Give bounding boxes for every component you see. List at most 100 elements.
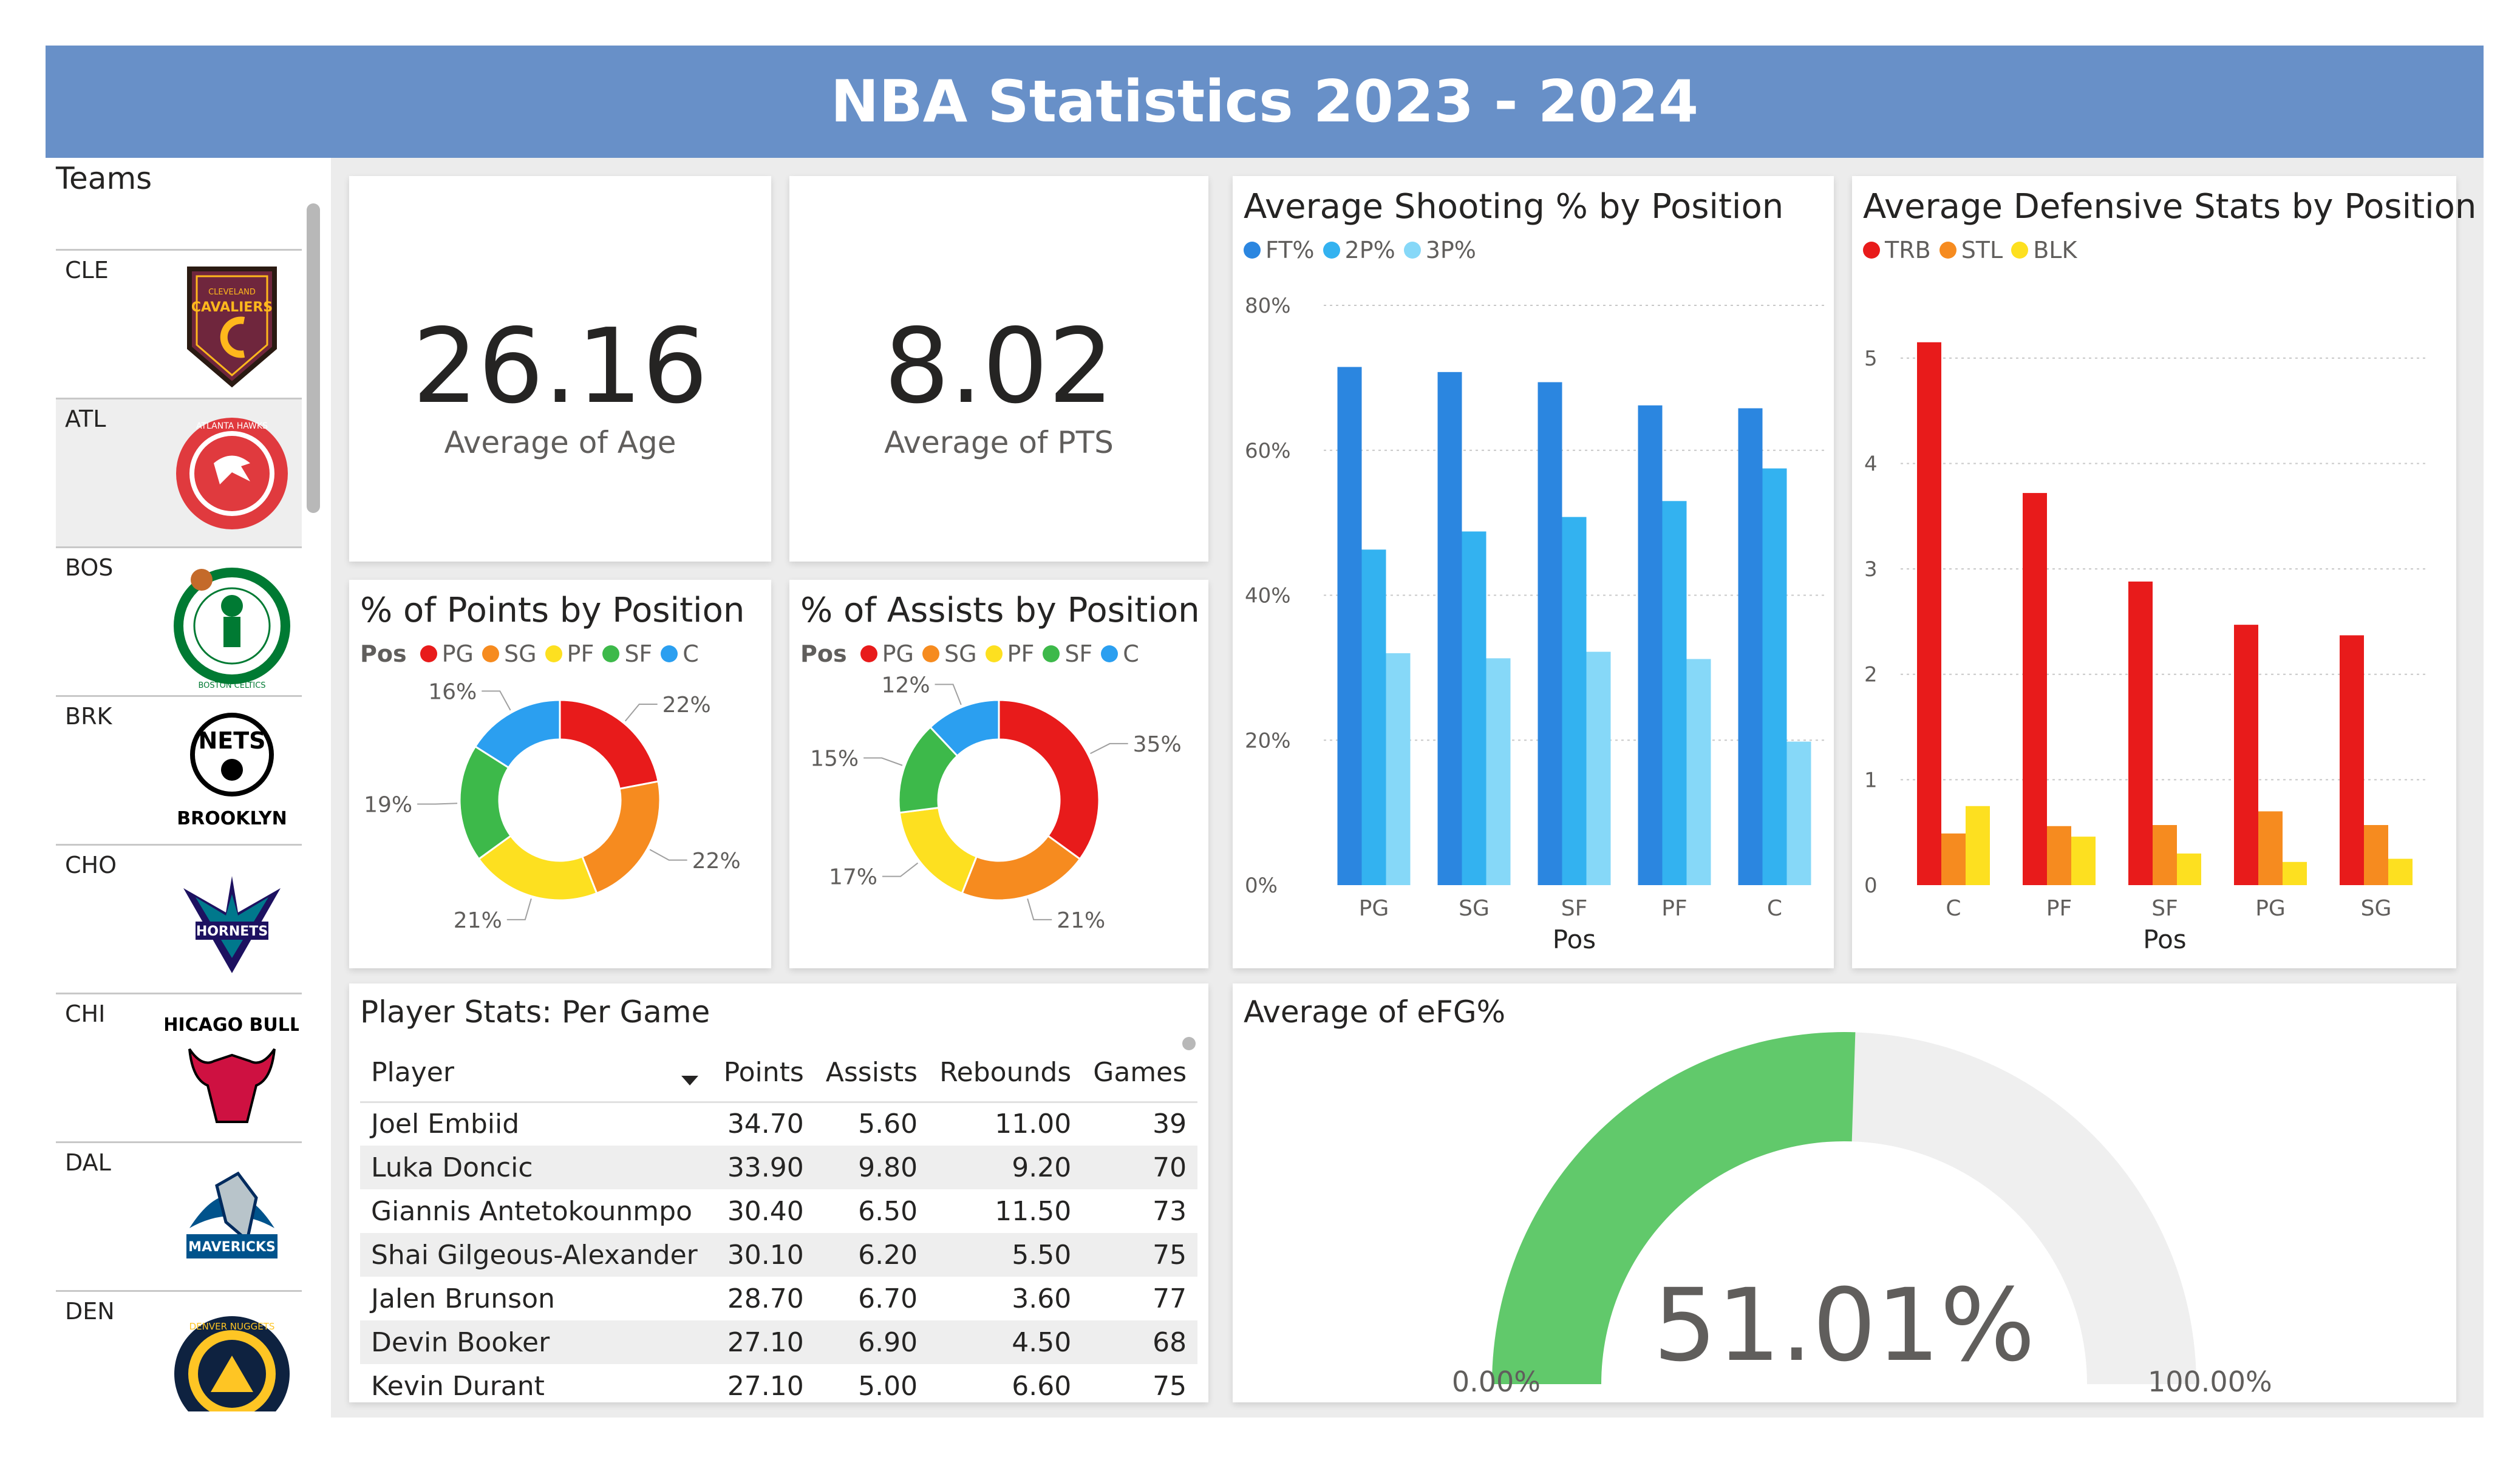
bar-ft-c[interactable] bbox=[1738, 408, 1763, 885]
donut-slice-pg[interactable] bbox=[559, 699, 659, 790]
table-row[interactable]: Joel Embiid 34.70 5.60 11.00 39 bbox=[360, 1102, 1197, 1146]
table-row[interactable]: Luka Doncic 33.90 9.80 9.20 70 bbox=[360, 1146, 1198, 1189]
legend-item-c[interactable]: C bbox=[1101, 640, 1139, 667]
bar-trb-pg[interactable] bbox=[2234, 625, 2258, 885]
hornets-logo-icon: HORNETS bbox=[183, 876, 281, 973]
bar-ft-sf[interactable] bbox=[1538, 382, 1562, 885]
leader-line bbox=[1090, 742, 1128, 755]
defense-bar-chart: 0 1 2 3 4 5 C PF SF PG SG Pos bbox=[1864, 342, 2429, 954]
player-name: Kevin Durant bbox=[371, 1370, 545, 1402]
table-row[interactable]: Devin Booker 27.10 6.90 4.50 68 bbox=[360, 1320, 1198, 1364]
legend-item-sf[interactable]: SF bbox=[1043, 640, 1092, 667]
points-value: 33.90 bbox=[708, 1146, 815, 1189]
column-header-rebounds[interactable]: Rebounds bbox=[928, 1044, 1083, 1103]
bar-2p-c[interactable] bbox=[1762, 468, 1787, 885]
bar-2p-pf[interactable] bbox=[1662, 501, 1687, 885]
bar-blk-c[interactable] bbox=[1966, 806, 1990, 885]
bar-2p-pg[interactable] bbox=[1361, 549, 1386, 885]
legend-label: TRB bbox=[1885, 237, 1931, 263]
bar-trb-c[interactable] bbox=[1917, 342, 1941, 885]
bar-blk-sf[interactable] bbox=[2177, 853, 2201, 885]
bar-stl-c[interactable] bbox=[1941, 833, 1966, 885]
table-row[interactable]: Jalen Brunson 28.70 6.70 3.60 77 bbox=[360, 1277, 1197, 1320]
legend-item-sg[interactable]: SG bbox=[482, 640, 537, 667]
table-row[interactable]: Shai Gilgeous-Alexander 30.10 6.20 5.50 75 bbox=[360, 1233, 1198, 1277]
team-item-den[interactable]: DEN DENVER NUGGETS bbox=[56, 1290, 302, 1411]
player-stats-table: Player Points Assists Rebounds Games Joe… bbox=[360, 1044, 1198, 1402]
x-tick-label: PF bbox=[1661, 896, 1687, 921]
legend-item-ft[interactable]: FT% bbox=[1244, 237, 1315, 263]
donut-slice-c[interactable] bbox=[474, 699, 561, 769]
assists-donut-chart: 35% 21% 17% 15% 12% bbox=[810, 673, 1182, 932]
legend-item-2p[interactable]: 2P% bbox=[1323, 237, 1395, 263]
svg-text:MAVERICKS: MAVERICKS bbox=[188, 1240, 276, 1255]
bar-3p-sf[interactable] bbox=[1586, 651, 1611, 885]
table-row[interactable]: Kevin Durant 27.10 5.00 6.60 75 bbox=[360, 1364, 1197, 1402]
column-header-assists[interactable]: Assists bbox=[814, 1044, 929, 1103]
legend-item-pg[interactable]: PG bbox=[860, 640, 914, 667]
team-abbr: BRK bbox=[65, 703, 112, 730]
column-header-player[interactable]: Player bbox=[360, 1044, 709, 1103]
legend-label: PG bbox=[441, 640, 474, 667]
legend-item-sg[interactable]: SG bbox=[922, 640, 977, 667]
bar-3p-sg[interactable] bbox=[1486, 658, 1511, 885]
x-tick-label: SF bbox=[2151, 896, 2178, 921]
legend-label: 2P% bbox=[1344, 237, 1395, 263]
column-header-games[interactable]: Games bbox=[1082, 1044, 1198, 1103]
legend-item-stl[interactable]: STL bbox=[1939, 237, 2003, 263]
x-tick-label: SG bbox=[2361, 896, 2392, 921]
table-scrollbar[interactable] bbox=[1182, 1037, 1196, 1050]
bar-2p-sf[interactable] bbox=[1562, 517, 1587, 885]
legend-item-trb[interactable]: TRB bbox=[1863, 237, 1931, 263]
legend-item-pf[interactable]: PF bbox=[545, 640, 594, 667]
bar-ft-pg[interactable] bbox=[1337, 367, 1362, 885]
bar-2p-sg[interactable] bbox=[1462, 531, 1486, 885]
team-item-cle[interactable]: CLE CLEVELAND CAVALIERS bbox=[56, 249, 302, 398]
bar-trb-pf[interactable] bbox=[2023, 493, 2047, 885]
team-item-bos[interactable]: BOS BOSTON CELTICS bbox=[56, 546, 302, 695]
legend-item-sf[interactable]: SF bbox=[602, 640, 652, 667]
donut-slice-pf[interactable] bbox=[898, 806, 978, 895]
points-value: 27.10 bbox=[708, 1320, 815, 1364]
celtics-logo-icon: BOSTON CELTICS bbox=[174, 568, 290, 690]
donut-slice-pg[interactable] bbox=[998, 699, 1100, 861]
teams-slicer: CLE CLEVELAND CAVALIERS ATL ATLANTA HAWK… bbox=[56, 206, 302, 1411]
team-item-cho[interactable]: CHO HORNETS bbox=[56, 844, 302, 993]
bar-stl-pf[interactable] bbox=[2047, 826, 2071, 885]
bar-stl-sf[interactable] bbox=[2153, 825, 2177, 885]
legend-item-pf[interactable]: PF bbox=[985, 640, 1034, 667]
legend-item-3p[interactable]: 3P% bbox=[1403, 237, 1476, 263]
donut-slice-sg[interactable] bbox=[581, 780, 661, 895]
bar-3p-pf[interactable] bbox=[1686, 659, 1711, 885]
legend-label: FT% bbox=[1265, 237, 1315, 263]
donut-slice-sg[interactable] bbox=[961, 834, 1081, 902]
sort-descending-icon[interactable] bbox=[681, 1076, 698, 1085]
bar-blk-pg[interactable] bbox=[2283, 861, 2307, 885]
bar-blk-sg[interactable] bbox=[2388, 858, 2413, 885]
legend-item-blk[interactable]: BLK bbox=[2011, 237, 2077, 263]
donut-slice-c[interactable] bbox=[928, 699, 1000, 758]
kpi-card-pts: 8.02 Average of PTS bbox=[789, 176, 1208, 562]
bar-blk-pf[interactable] bbox=[2071, 837, 2096, 885]
y-tick-label: 20% bbox=[1245, 728, 1291, 753]
x-tick-label: C bbox=[1946, 896, 1961, 921]
teams-slicer-scrollbar[interactable] bbox=[307, 203, 320, 513]
legend-dot bbox=[1101, 645, 1119, 662]
bar-3p-pg[interactable] bbox=[1386, 653, 1411, 885]
donut-slice-pf[interactable] bbox=[477, 834, 598, 902]
bar-stl-sg[interactable] bbox=[2364, 825, 2388, 885]
bar-ft-sg[interactable] bbox=[1437, 372, 1462, 885]
team-item-dal[interactable]: DAL MAVERICKS bbox=[56, 1141, 302, 1290]
team-item-chi[interactable]: CHI CHICAGO BULLS bbox=[56, 993, 302, 1141]
table-row[interactable]: Giannis Antetokounmpo 30.40 6.50 11.50 73 bbox=[360, 1189, 1197, 1233]
legend-item-pg[interactable]: PG bbox=[420, 640, 474, 667]
bar-stl-pg[interactable] bbox=[2258, 811, 2283, 885]
team-item-atl[interactable]: ATL ATLANTA HAWKS bbox=[56, 398, 302, 546]
bar-3p-c[interactable] bbox=[1786, 741, 1811, 885]
legend-item-c[interactable]: C bbox=[661, 640, 699, 667]
team-item-brk[interactable]: BRK NETS BROOKLYN bbox=[56, 695, 302, 844]
bar-trb-sg[interactable] bbox=[2340, 635, 2364, 885]
column-header-points[interactable]: Points bbox=[708, 1044, 815, 1103]
bar-ft-pf[interactable] bbox=[1638, 405, 1663, 885]
bar-trb-sf[interactable] bbox=[2128, 581, 2153, 885]
